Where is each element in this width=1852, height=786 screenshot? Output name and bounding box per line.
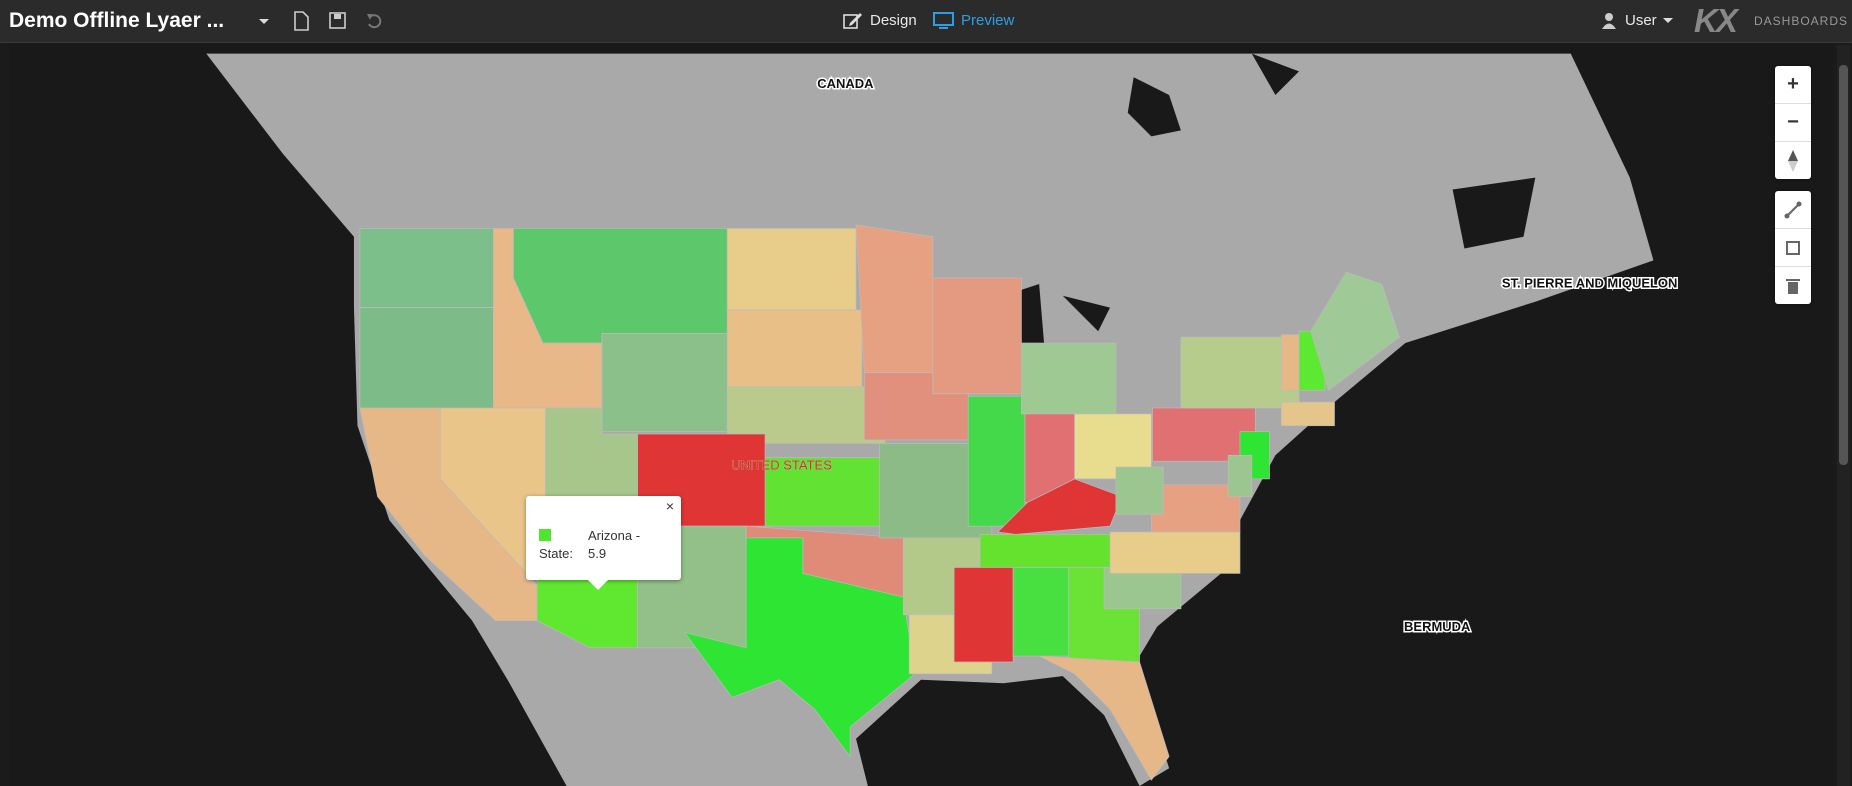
tooltip: × Arizona - State: 5.9 — [526, 496, 681, 590]
save-icon[interactable] — [328, 11, 348, 31]
tooltip-pointer — [588, 580, 608, 590]
preview-tab[interactable]: Preview — [961, 12, 1015, 29]
map-label: BERMUDA — [1404, 619, 1471, 634]
states — [359, 224, 1400, 781]
logo: KX — [1694, 2, 1738, 39]
user-arrow[interactable] — [1662, 14, 1674, 26]
logo-text: DASHBOARDS — [1754, 14, 1849, 28]
map[interactable]: CANADA UNITED STATES ST. PIERRE AND MIQU… — [9, 43, 1833, 786]
trash[interactable] — [1775, 267, 1811, 304]
scrollbar[interactable] — [1837, 45, 1850, 786]
tooltip-close[interactable]: × — [665, 498, 674, 514]
compass[interactable] — [1775, 142, 1811, 179]
scroll-thumb[interactable] — [1839, 65, 1848, 465]
tooltip-value: 5.9 — [588, 546, 607, 561]
dashboard-title[interactable]: Demo Offline Lyaer ... — [9, 9, 225, 32]
zoom-out[interactable]: − — [1775, 104, 1811, 142]
draw-line[interactable] — [1775, 191, 1811, 229]
tooltip-name: Arizona - — [588, 528, 641, 543]
legend-swatch — [539, 529, 551, 541]
user-menu[interactable]: User — [1625, 12, 1657, 29]
design-tab[interactable]: Design — [870, 12, 917, 29]
user-icon[interactable] — [1601, 12, 1617, 30]
top-bar: Demo Offline Lyaer ... Design Preview Us… — [0, 0, 1852, 43]
map-label: ST. PIERRE AND MIQUELON — [1502, 275, 1678, 290]
new-icon[interactable] — [292, 11, 310, 31]
map-label: CANADA — [817, 76, 874, 91]
draw-controls — [1775, 191, 1811, 304]
zoom-in[interactable]: + — [1775, 66, 1811, 104]
draw-polygon[interactable] — [1775, 229, 1811, 267]
design-icon[interactable] — [843, 12, 863, 30]
zoom-controls: + − — [1775, 66, 1811, 179]
tooltip-field: State: — [539, 546, 573, 561]
preview-icon[interactable] — [933, 12, 955, 30]
dropdown-arrow[interactable] — [257, 14, 271, 28]
undo-icon[interactable] — [365, 11, 385, 31]
map-label: UNITED STATES — [731, 457, 832, 472]
